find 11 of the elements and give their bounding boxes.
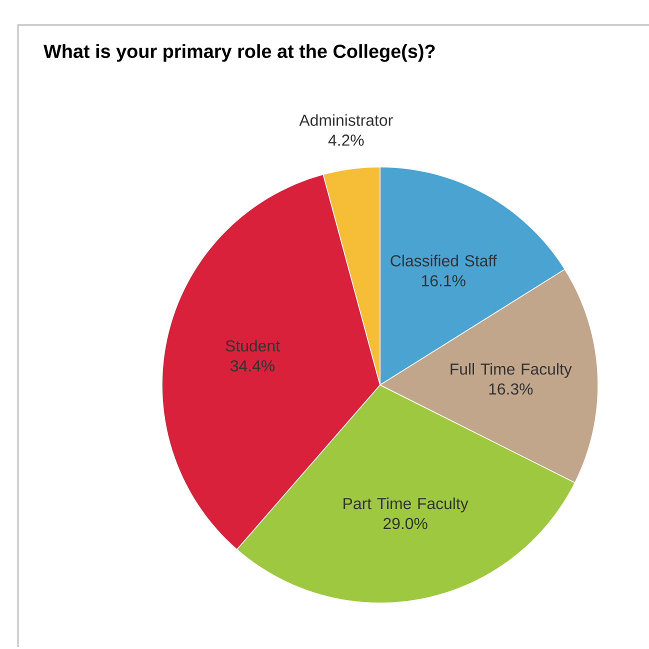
slice-label: Part Time Faculty — [344, 498, 468, 512]
data-label: 4.2% — [328, 134, 364, 146]
slice-label: Administrator — [299, 114, 393, 126]
slice-label: Student — [226, 340, 280, 352]
data-label: 16.1% — [422, 275, 466, 286]
slice-label: Classified Staff — [390, 254, 497, 266]
slice-label: Full Time Faculty — [450, 363, 572, 378]
data-label: 29.0% — [384, 518, 428, 530]
data-label: 16.3% — [489, 383, 533, 395]
chart-title: What is your primary role at the College(s)? — [44, 44, 435, 62]
data-label: 34.4% — [230, 360, 275, 372]
